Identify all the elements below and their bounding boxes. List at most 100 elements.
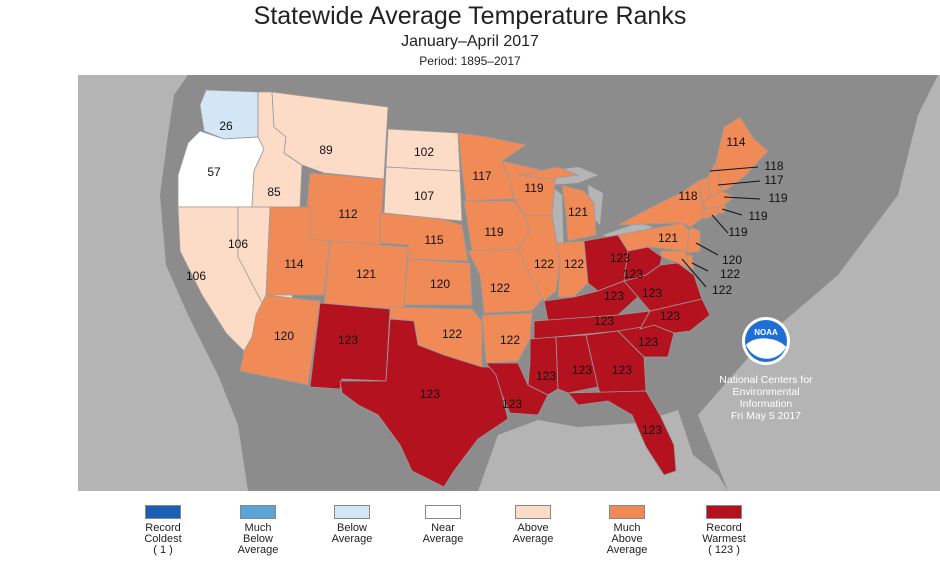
rank-label-de: 122 (720, 267, 740, 281)
gulf-of-mexico (478, 410, 728, 491)
rank-label-ut: 114 (284, 257, 303, 271)
legend-item: Below Average (312, 505, 392, 545)
state-ks (403, 258, 473, 306)
rank-label-ne: 115 (424, 233, 443, 247)
rank-label-ok: 122 (442, 327, 462, 341)
state-or (177, 130, 265, 208)
legend-item: Above Average (493, 505, 573, 545)
rank-label-il: 122 (534, 257, 554, 271)
rank-label-ma: 119 (768, 191, 787, 205)
rank-label-tn: 123 (594, 314, 614, 328)
rank-label-mo: 122 (490, 281, 510, 295)
rank-label-wv: 123 (623, 267, 643, 281)
rank-label-nv: 106 (228, 237, 248, 251)
rank-label-co: 121 (356, 267, 376, 281)
rank-label-ri: 119 (748, 209, 767, 223)
legend-label: Above Average (512, 522, 554, 545)
rank-label-ky: 123 (604, 289, 624, 303)
state-nj (685, 226, 701, 254)
pacific-ocean (78, 75, 248, 491)
rank-label-or: 57 (207, 165, 221, 179)
rank-label-in: 122 (564, 257, 584, 271)
state-ny (617, 180, 709, 228)
labels-layer: 26 57 106 85 106 89 112 114 120 121 123 102 107 115 12… (186, 119, 788, 437)
rank-label-oh: 123 (610, 251, 630, 265)
noaa-logo: NOAA (742, 317, 790, 365)
state-ct (703, 206, 719, 220)
rank-label-ia: 119 (484, 225, 503, 239)
rank-label-la: 123 (502, 397, 522, 411)
noaa-line-2: Environmental (732, 386, 799, 398)
rank-label-fl: 123 (642, 423, 662, 437)
map-subtitle: January–April 2017 (401, 33, 539, 50)
states-layer (177, 89, 769, 488)
rank-label-nj: 120 (722, 253, 742, 267)
legend-label: Below Average (331, 522, 373, 545)
rank-label-nh: 117 (764, 173, 783, 187)
rank-label-mt: 89 (319, 143, 333, 157)
rank-label-ny: 118 (678, 189, 697, 203)
rank-label-vt: 118 (764, 159, 783, 173)
rank-label-nd: 102 (414, 145, 434, 159)
rank-label-va: 123 (642, 286, 662, 300)
legend-item: Near Average (403, 505, 483, 545)
state-ms (527, 336, 559, 396)
rank-label-id: 85 (267, 185, 281, 199)
legend: Record Coldest ( 1 ) Much Below Average Be… (0, 505, 940, 564)
state-az (239, 294, 321, 386)
legend-label: Record Warmest ( 123 ) (702, 522, 746, 556)
rank-label-sc: 123 (638, 335, 658, 349)
state-fl (567, 390, 677, 476)
state-tx (339, 318, 509, 488)
noaa-line-1: National Centers for (719, 374, 813, 386)
noaa-line-3: Information (740, 398, 793, 410)
legend-label: Record Coldest ( 1 ) (144, 522, 182, 556)
state-sd (383, 166, 463, 222)
legend-label: Much Above Average (606, 522, 648, 556)
state-al (555, 334, 599, 394)
rank-label-nc: 123 (660, 309, 680, 323)
rank-label-pa: 121 (658, 231, 678, 245)
us-map-svg: 26 57 106 85 106 89 112 114 120 121 123 102 107 115 12… (78, 75, 940, 491)
rank-label-ca: 106 (186, 269, 206, 283)
rank-label-wa: 26 (219, 119, 233, 133)
rank-label-ct: 119 (728, 225, 747, 239)
rank-label-sd: 107 (414, 189, 434, 203)
legend-label: Much Below Average (237, 522, 279, 556)
leader-lines (681, 166, 761, 288)
noaa-logo-text: NOAA (754, 328, 778, 337)
map-title: Statewide Average Temperature Ranks (253, 2, 687, 30)
rank-label-ks: 120 (430, 277, 450, 291)
atlantic-ocean (698, 75, 940, 491)
legend-swatch (240, 505, 276, 519)
rank-label-wi: 119 (524, 181, 543, 195)
rank-label-al: 123 (572, 363, 592, 377)
legend-swatch (145, 505, 181, 519)
legend-item: Record Warmest ( 123 ) (684, 505, 764, 556)
state-mi (517, 166, 597, 242)
rank-label-tx: 123 (420, 387, 440, 401)
state-mt (271, 91, 389, 180)
rank-label-me: 114 (726, 135, 745, 149)
noaa-line-4: Fri May 5 2017 (731, 410, 801, 422)
rank-label-nm: 123 (338, 333, 358, 347)
legend-label: Near Average (422, 522, 464, 545)
rank-label-ga: 123 (612, 363, 632, 377)
rank-label-md: 122 (712, 283, 732, 297)
state-me (715, 116, 769, 192)
legend-swatch (706, 505, 742, 519)
rank-label-az: 120 (274, 329, 294, 343)
us-map: 26 57 106 85 106 89 112 114 120 121 123 102 107 115 12… (78, 75, 940, 491)
legend-swatch (425, 505, 461, 519)
state-la (485, 362, 549, 416)
map-period: Period: 1895–2017 (419, 54, 521, 68)
legend-item: Much Above Average (587, 505, 667, 556)
state-ne (379, 212, 469, 262)
state-ut (265, 206, 331, 296)
state-md (659, 250, 689, 270)
legend-swatch (515, 505, 551, 519)
rank-label-ms: 123 (536, 369, 556, 383)
legend-swatch (334, 505, 370, 519)
legend-item: Much Below Average (218, 505, 298, 556)
rank-label-ar: 122 (500, 333, 520, 347)
